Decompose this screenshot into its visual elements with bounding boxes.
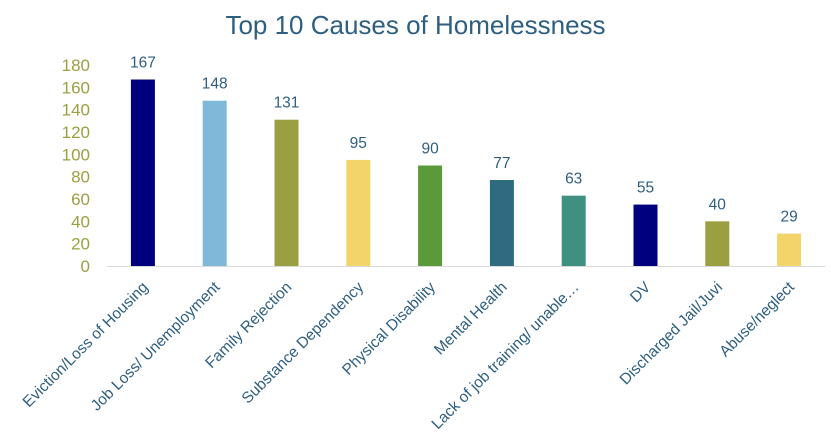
bar: [274, 119, 299, 266]
data-label: 77: [493, 155, 510, 172]
data-label: 167: [130, 55, 156, 72]
bar: [130, 79, 155, 267]
bar: [561, 195, 586, 266]
y-tick-label: 80: [71, 168, 90, 187]
data-label: 131: [274, 95, 300, 112]
bar: [633, 204, 658, 266]
y-tick-label: 160: [62, 78, 90, 97]
bar: [705, 221, 730, 266]
x-tick-label: Mental Health: [431, 279, 511, 359]
bar: [346, 159, 371, 266]
y-tick-label: 140: [62, 101, 90, 120]
y-tick-label: 60: [71, 190, 90, 209]
data-label: 63: [565, 171, 582, 188]
x-tick-label: DV: [627, 278, 655, 306]
x-tick-label: Abuse/neglect: [716, 278, 798, 360]
data-label: 29: [780, 209, 797, 226]
data-label: 95: [350, 135, 367, 152]
y-tick-label: 180: [62, 56, 90, 75]
bar: [489, 180, 514, 266]
data-label: 148: [202, 76, 228, 93]
y-tick-label: 20: [71, 235, 90, 254]
y-tick-label: 100: [62, 145, 90, 164]
y-tick-label: 40: [71, 212, 90, 231]
x-tick-label: Lack of job training/ unable…: [429, 279, 583, 433]
data-label: 90: [421, 141, 439, 158]
y-tick-label: 120: [62, 123, 90, 142]
x-tick-label: Job Loss/ Unemployment: [88, 278, 224, 414]
data-label: 40: [709, 196, 727, 213]
chart-title: Top 10 Causes of Homelessness: [225, 10, 606, 40]
data-label: 55: [637, 180, 654, 197]
bar: [418, 165, 443, 266]
bar: [202, 100, 227, 266]
x-tick-label: Substance Dependency: [239, 279, 368, 408]
y-tick-label: 0: [81, 257, 90, 276]
x-tick-label: Eviction/Loss of Housing: [20, 279, 152, 411]
bar: [777, 233, 802, 266]
